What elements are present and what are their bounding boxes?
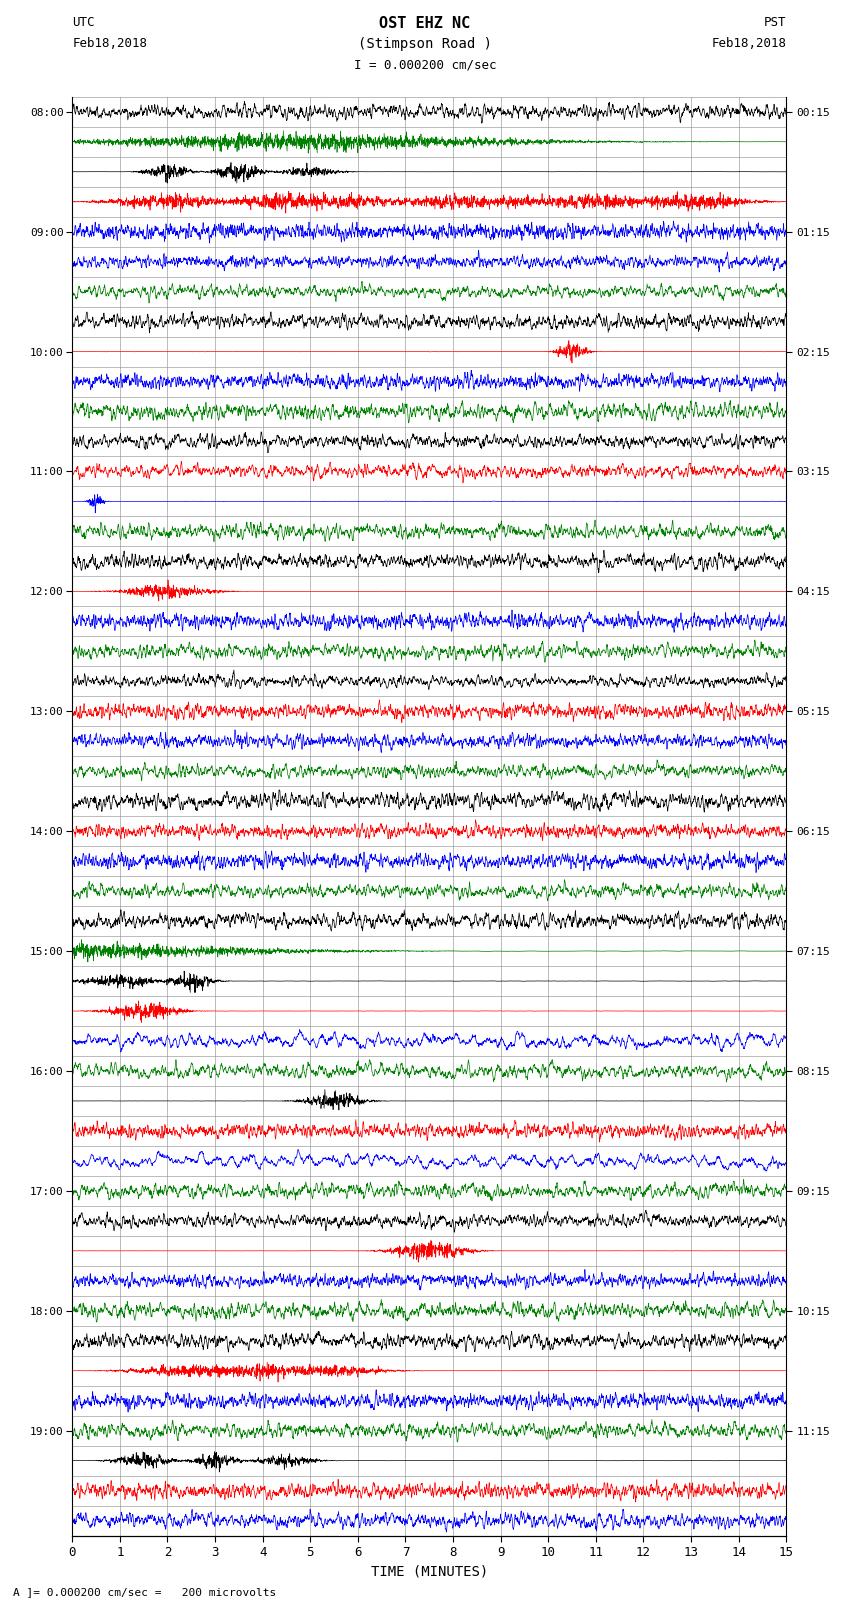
Text: I = 0.000200 cm/sec: I = 0.000200 cm/sec [354,58,496,71]
Text: Feb18,2018: Feb18,2018 [72,37,147,50]
Text: UTC: UTC [72,16,94,29]
X-axis label: TIME (MINUTES): TIME (MINUTES) [371,1565,488,1579]
Text: Feb18,2018: Feb18,2018 [711,37,786,50]
Text: OST EHZ NC: OST EHZ NC [379,16,471,31]
Text: (Stimpson Road ): (Stimpson Road ) [358,37,492,52]
Text: PST: PST [764,16,786,29]
Text: A ]= 0.000200 cm/sec =   200 microvolts: A ]= 0.000200 cm/sec = 200 microvolts [13,1587,276,1597]
